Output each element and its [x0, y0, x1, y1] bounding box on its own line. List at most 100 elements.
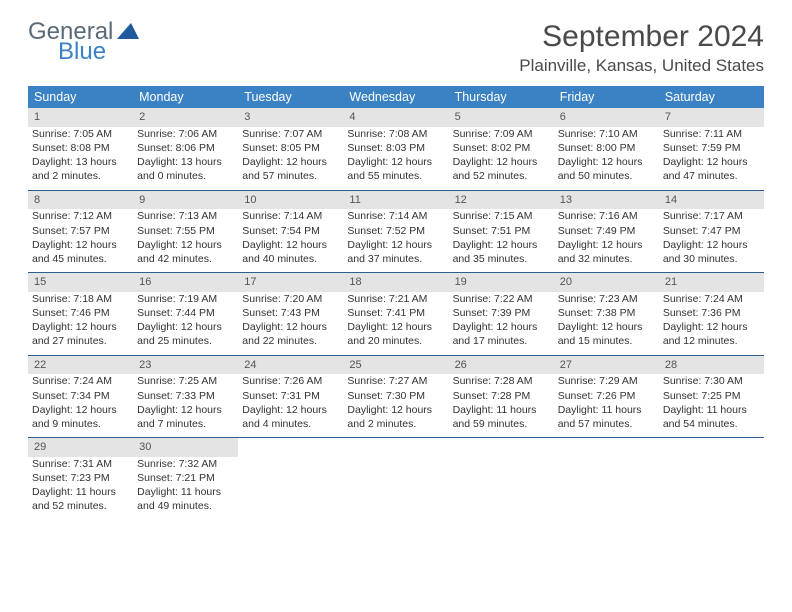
sunset-text: Sunset: 7:49 PM	[558, 225, 636, 237]
sunset-text: Sunset: 7:26 PM	[558, 390, 636, 402]
header-block: General Blue September 2024 Plainville, …	[28, 20, 764, 76]
sunrise-text: Sunrise: 7:21 AM	[347, 293, 427, 305]
daylight-text: Daylight: 12 hours and 42 minutes.	[137, 239, 222, 265]
day-detail-cell: Sunrise: 7:07 AM Sunset: 8:05 PM Daylight:…	[238, 127, 343, 190]
day-number-cell	[449, 438, 554, 457]
daylight-text: Daylight: 12 hours and 4 minutes.	[242, 404, 327, 430]
weekday-header: Saturday	[659, 86, 764, 108]
day-number-cell: 6	[554, 108, 659, 127]
sunrise-text: Sunrise: 7:16 AM	[558, 210, 638, 222]
day-detail-cell: Sunrise: 7:30 AMSunset: 7:25 PMDaylight:…	[659, 374, 764, 437]
day-detail-cell: Sunrise: 7:15 AMSunset: 7:51 PMDaylight:…	[449, 209, 554, 272]
day-detail-cell: Sunrise: 7:08 AMSunset: 8:03 PMDaylight:…	[343, 127, 448, 190]
weekday-header: Sunday	[28, 86, 133, 108]
day-number-cell: 8	[28, 190, 133, 209]
sunset-text: Sunset: 7:44 PM	[137, 307, 215, 319]
day-number-cell: 25	[343, 355, 448, 374]
daylight-text: Daylight: 12 hours and 15 minutes.	[558, 321, 643, 347]
calendar-table: Sunday Monday Tuesday Wednesday Thursday…	[28, 86, 764, 520]
day-detail-cell: Sunrise: 7:24 AMSunset: 7:36 PMDaylight:…	[659, 292, 764, 355]
day-number-cell	[238, 438, 343, 457]
sunrise-text: Sunrise: 7:30 AM	[663, 375, 743, 387]
day-number-cell: 11	[343, 190, 448, 209]
sunrise-text: Sunrise: 7:18 AM	[32, 293, 112, 305]
day-detail-cell: Sunrise: 7:24 AMSunset: 7:34 PMDaylight:…	[28, 374, 133, 437]
day-detail-cell: Sunrise: 7:14 AMSunset: 7:54 PMDaylight:…	[238, 209, 343, 272]
daylight-text: Daylight: 11 hours and 49 minutes.	[137, 486, 221, 512]
day-detail-cell: Sunrise: 7:12 AMSunset: 7:57 PMDaylight:…	[28, 209, 133, 272]
sunset-text: Sunset: 7:57 PM	[32, 225, 110, 237]
day-detail-cell: Sunrise: 7:26 AMSunset: 7:31 PMDaylight:…	[238, 374, 343, 437]
sunrise-text: Sunrise: 7:32 AM	[137, 458, 217, 470]
day-detail-cell	[343, 457, 448, 520]
sunset-text: Sunset: 8:02 PM	[453, 142, 531, 154]
sunset-text: Sunset: 7:23 PM	[32, 472, 110, 484]
sunrise-text: Sunrise: 7:13 AM	[137, 210, 217, 222]
daylight-text: Daylight: 13 hours and 0 minutes.	[137, 156, 222, 182]
day-number-cell: 7	[659, 108, 764, 127]
day-number-cell: 19	[449, 273, 554, 292]
day-detail-cell: Sunrise: 7:11 AMSunset: 7:59 PMDaylight:…	[659, 127, 764, 190]
day-number-cell: 10	[238, 190, 343, 209]
sunset-text: Sunset: 8:00 PM	[558, 142, 636, 154]
day-detail-cell: Sunrise: 7:09 AMSunset: 8:02 PMDaylight:…	[449, 127, 554, 190]
weekday-header-row: Sunday Monday Tuesday Wednesday Thursday…	[28, 86, 764, 108]
sunrise-text: Sunrise: 7:07 AM	[242, 128, 322, 140]
sunrise-text: Sunrise: 7:19 AM	[137, 293, 217, 305]
daynum-row: 891011121314	[28, 190, 764, 209]
sunrise-text: Sunrise: 7:28 AM	[453, 375, 533, 387]
weekday-header: Friday	[554, 86, 659, 108]
day-number-cell	[659, 438, 764, 457]
daylight-text: Daylight: 12 hours and 40 minutes.	[242, 239, 327, 265]
day-number-cell: 9	[133, 190, 238, 209]
day-number-cell: 12	[449, 190, 554, 209]
day-number-cell: 22	[28, 355, 133, 374]
sunset-text: Sunset: 7:46 PM	[32, 307, 110, 319]
daylight-text: Daylight: 12 hours and 55 minutes.	[347, 156, 432, 182]
day-detail-cell: Sunrise: 7:21 AMSunset: 7:41 PMDaylight:…	[343, 292, 448, 355]
daylight-text: Daylight: 12 hours and 7 minutes.	[137, 404, 222, 430]
sunset-text: Sunset: 7:47 PM	[663, 225, 741, 237]
day-detail-cell: Sunrise: 7:29 AMSunset: 7:26 PMDaylight:…	[554, 374, 659, 437]
sunrise-text: Sunrise: 7:17 AM	[663, 210, 743, 222]
sunset-text: Sunset: 7:25 PM	[663, 390, 741, 402]
daylight-text: Daylight: 13 hours and 2 minutes.	[32, 156, 117, 182]
day-number-cell: 14	[659, 190, 764, 209]
sunset-text: Sunset: 7:34 PM	[32, 390, 110, 402]
sunset-text: Sunset: 8:05 PM	[242, 142, 320, 154]
daylight-text: Daylight: 12 hours and 45 minutes.	[32, 239, 117, 265]
day-number-cell: 16	[133, 273, 238, 292]
day-detail-cell: Sunrise: 7:05 AMSunset: 8:08 PMDaylight:…	[28, 127, 133, 190]
sunset-text: Sunset: 7:30 PM	[347, 390, 425, 402]
weekday-header: Wednesday	[343, 86, 448, 108]
sunrise-text: Sunrise: 7:05 AM	[32, 128, 112, 140]
sunset-text: Sunset: 7:59 PM	[663, 142, 741, 154]
daylight-text: Daylight: 12 hours and 35 minutes.	[453, 239, 538, 265]
day-number-cell: 2	[133, 108, 238, 127]
day-number-cell: 28	[659, 355, 764, 374]
day-detail-cell	[554, 457, 659, 520]
logo-text-blue: Blue	[58, 40, 139, 64]
day-detail-cell: Sunrise: 7:10 AMSunset: 8:00 PMDaylight:…	[554, 127, 659, 190]
sunrise-text: Sunrise: 7:22 AM	[453, 293, 533, 305]
weekday-header: Thursday	[449, 86, 554, 108]
daylight-text: Daylight: 12 hours and 27 minutes.	[32, 321, 117, 347]
sunrise-text: Sunrise: 7:23 AM	[558, 293, 638, 305]
day-number-cell: 3	[238, 108, 343, 127]
day-number-cell: 17	[238, 273, 343, 292]
sunset-text: Sunset: 8:06 PM	[137, 142, 215, 154]
day-number-cell: 21	[659, 273, 764, 292]
sunrise-text: Sunrise: 7:20 AM	[242, 293, 322, 305]
daynum-row: 1234567	[28, 108, 764, 127]
daynum-row: 15161718192021	[28, 273, 764, 292]
sunset-text: Sunset: 7:39 PM	[453, 307, 531, 319]
daylight-text: Daylight: 12 hours and 57 minutes.	[242, 156, 327, 182]
sunrise-text: Sunrise: 7:10 AM	[558, 128, 638, 140]
day-number-cell: 24	[238, 355, 343, 374]
day-detail-cell	[449, 457, 554, 520]
sunrise-text: Sunrise: 7:24 AM	[32, 375, 112, 387]
day-detail-cell: Sunrise: 7:14 AMSunset: 7:52 PMDaylight:…	[343, 209, 448, 272]
sunset-text: Sunset: 7:33 PM	[137, 390, 215, 402]
day-detail-cell: Sunrise: 7:25 AMSunset: 7:33 PMDaylight:…	[133, 374, 238, 437]
daylight-text: Daylight: 12 hours and 20 minutes.	[347, 321, 432, 347]
